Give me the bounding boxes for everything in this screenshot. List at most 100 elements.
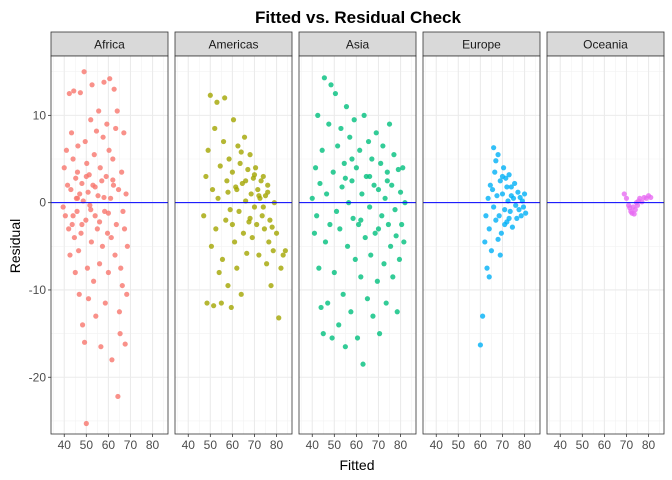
data-point	[247, 215, 253, 221]
data-point	[270, 248, 276, 254]
data-point	[103, 173, 109, 180]
data-point	[352, 256, 358, 263]
facet-label: Americas	[208, 38, 258, 52]
data-point	[389, 182, 395, 188]
data-point	[309, 195, 315, 201]
chart-title: Fitted vs. Residual Check	[255, 8, 461, 27]
facet-strip	[50, 31, 169, 57]
data-point	[357, 147, 363, 153]
x-tick-label: 80	[270, 438, 284, 452]
data-point	[365, 138, 372, 145]
x-tick-label: 40	[306, 438, 320, 452]
data-point	[220, 138, 227, 145]
data-point	[266, 239, 272, 245]
data-point	[88, 117, 94, 123]
data-point	[390, 274, 396, 280]
data-point	[244, 250, 250, 256]
data-point	[101, 194, 107, 201]
data-point	[85, 296, 92, 302]
data-point	[265, 182, 271, 188]
data-point	[215, 195, 221, 201]
data-point	[121, 226, 128, 232]
data-point	[265, 189, 271, 195]
data-point	[264, 261, 270, 267]
data-point	[349, 156, 355, 162]
x-tick-label: 60	[350, 438, 364, 452]
data-point	[223, 217, 229, 223]
data-point	[491, 204, 497, 210]
data-point	[248, 191, 254, 197]
data-point	[260, 204, 266, 210]
data-point	[337, 226, 343, 232]
data-point	[326, 121, 332, 127]
data-point	[74, 208, 80, 214]
data-point	[499, 191, 506, 197]
data-point	[367, 204, 373, 210]
data-point	[384, 178, 390, 184]
data-point	[99, 243, 106, 249]
data-point	[98, 344, 104, 350]
data-point	[237, 160, 243, 166]
data-point	[276, 315, 282, 321]
data-point	[74, 195, 81, 201]
data-point	[96, 219, 103, 225]
panel-background	[299, 56, 416, 434]
data-point	[495, 236, 501, 242]
data-point	[121, 130, 127, 136]
panel-border	[298, 55, 417, 435]
data-point	[260, 173, 266, 180]
data-point	[96, 108, 102, 114]
facet-panel-oceania: Oceania 40 50 60 70 80	[546, 31, 665, 452]
data-point	[523, 210, 529, 216]
data-point	[347, 134, 353, 140]
data-point	[332, 90, 339, 97]
data-point	[371, 182, 377, 188]
data-point	[74, 169, 81, 175]
data-point	[383, 300, 389, 306]
y-axis: -20 -10 0 10	[29, 108, 51, 384]
data-point	[78, 230, 84, 236]
data-point	[353, 165, 359, 171]
y-tick-label: -20	[29, 370, 47, 384]
data-point	[504, 184, 510, 190]
panel-border	[546, 55, 665, 435]
data-point	[373, 130, 379, 136]
facet-panels: Africa 40 50 60 70 80 Americas 40 50 60 70 80 Asia 40…	[50, 31, 665, 452]
data-point	[502, 207, 508, 213]
data-point	[94, 226, 100, 232]
data-point	[73, 175, 79, 181]
data-point	[521, 191, 528, 197]
data-point	[208, 243, 215, 249]
data-point	[75, 143, 81, 149]
data-point	[205, 147, 211, 153]
data-point	[219, 256, 226, 263]
data-point	[252, 165, 259, 171]
data-point	[318, 304, 324, 311]
data-point	[317, 180, 323, 187]
x-tick-label: 80	[642, 438, 656, 452]
data-point	[356, 221, 362, 228]
data-point	[358, 217, 364, 223]
data-point	[101, 79, 107, 85]
data-point	[477, 342, 483, 348]
data-point	[336, 322, 342, 328]
data-point	[110, 182, 117, 188]
series-americas	[201, 92, 288, 321]
data-point	[380, 143, 386, 149]
data-point	[648, 194, 654, 201]
data-point	[486, 274, 492, 280]
x-tick-label: 50	[452, 438, 466, 452]
y-tick-label: 10	[33, 108, 47, 122]
data-point	[378, 160, 384, 166]
data-point	[331, 269, 337, 276]
data-point	[495, 152, 501, 158]
data-point	[124, 243, 130, 249]
x-tick-label: 40	[58, 438, 72, 452]
data-point	[93, 313, 99, 319]
data-point	[359, 191, 365, 197]
panel-border	[50, 55, 169, 435]
data-point	[204, 300, 210, 306]
data-point	[68, 186, 74, 193]
data-point	[97, 165, 103, 171]
data-point	[92, 184, 98, 190]
